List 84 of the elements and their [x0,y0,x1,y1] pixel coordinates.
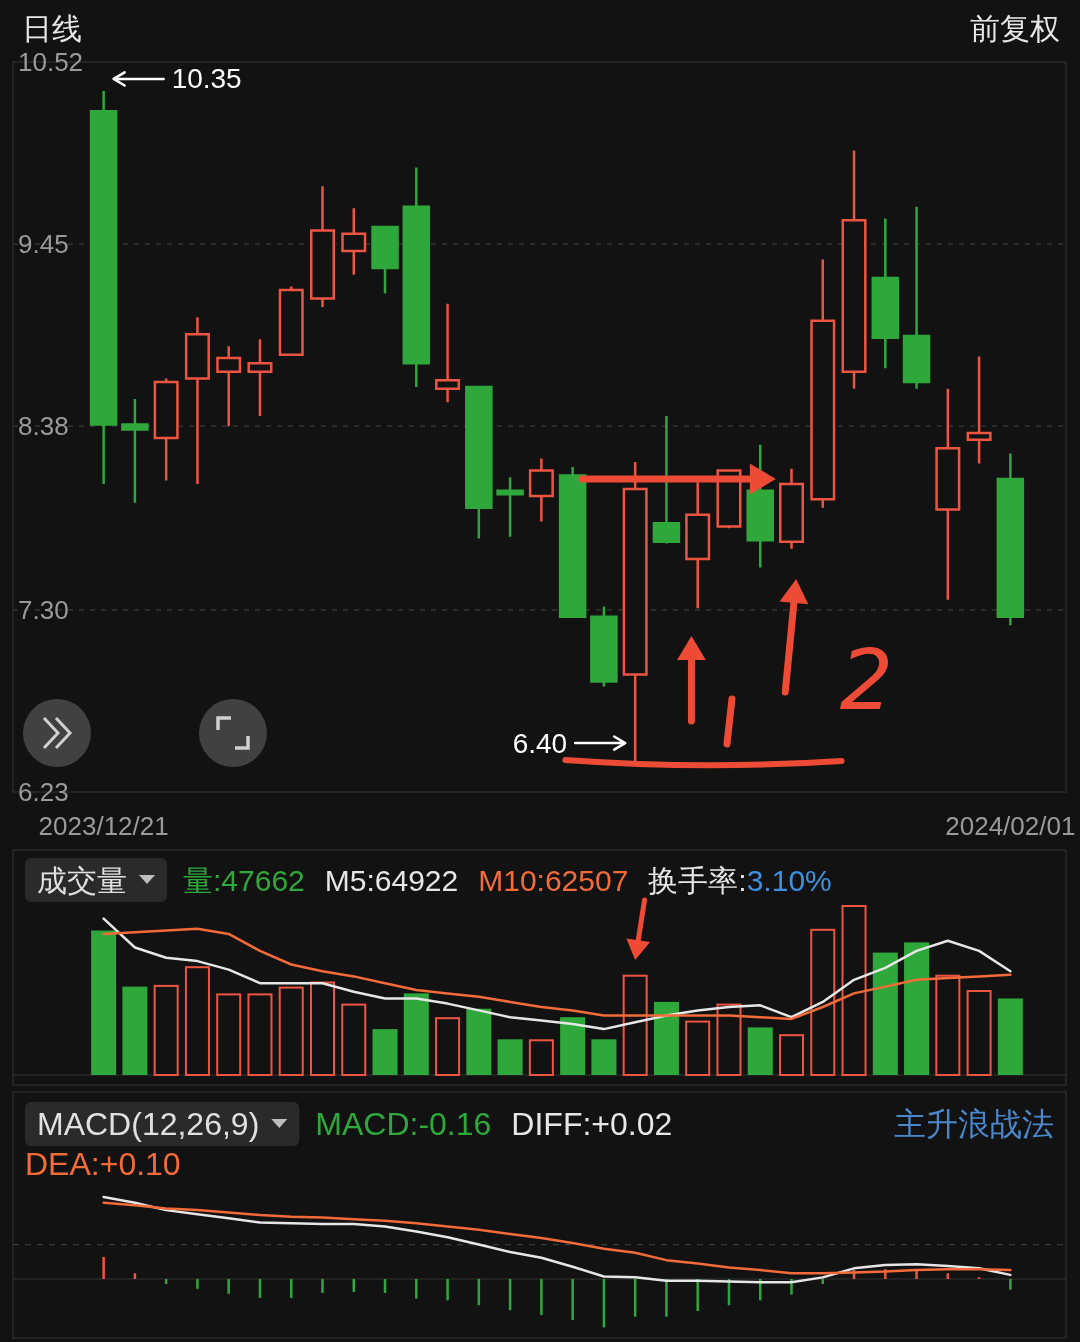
bar [153,984,179,1076]
bar [403,993,429,1075]
text: 成交量 [37,863,127,897]
bar [372,1029,398,1075]
bar [810,928,836,1076]
bar [571,1279,574,1320]
y-tick-label: 6.23 [18,777,69,807]
y-tick-label: 8.38 [18,411,69,442]
bar [91,930,117,1075]
bar [622,974,648,1076]
candlestick [935,387,961,601]
bar [540,1279,543,1316]
candlestick [371,225,399,295]
bar [247,993,273,1076]
text: 前复权 [970,11,1060,45]
bar [665,1279,668,1317]
bar [102,1256,105,1279]
bar [841,905,867,1076]
bar [1009,1279,1012,1290]
bar [122,986,148,1075]
text: 量:47662 [183,863,305,897]
bar [446,1279,449,1301]
bar [997,998,1023,1075]
candlestick [247,338,273,418]
x-tick-label: 2024/02/01 [945,811,1076,841]
bar [528,1039,554,1076]
candlestick [746,443,774,569]
bar [497,1039,523,1075]
bar [872,952,898,1075]
bar [716,1003,742,1076]
annotation: 2 [839,631,894,729]
text: 换手率:3.10% [648,863,832,897]
bar [966,990,992,1076]
candlestick [496,475,524,539]
candlestick [966,355,992,465]
candlestick [685,481,711,610]
chart-title: 日线 [22,11,82,45]
bar [196,1279,199,1289]
candlestick [778,467,805,550]
bar [227,1279,230,1294]
candlestick [341,207,367,276]
candlestick [184,315,210,486]
bar [935,974,961,1076]
bar [653,1001,679,1075]
bar [591,1039,617,1075]
bar [184,966,210,1076]
text: DIFF:+0.02 [511,1106,673,1142]
bar [321,1279,324,1293]
bar [309,981,336,1076]
candlestick [465,385,493,540]
bar [278,986,304,1076]
text: DEA:+0.10 [25,1146,181,1182]
candlestick [216,344,242,428]
text: M5:64922 [324,863,459,897]
bar [216,993,242,1076]
bar [435,1017,461,1076]
candlestick [528,457,554,523]
candlestick [590,605,618,688]
y-tick-label: 9.45 [18,229,69,260]
y-tick-label: 7.30 [18,594,69,625]
bar [466,1008,492,1075]
bar [341,1003,367,1076]
text: MACD(12,26,9) [37,1106,260,1142]
candlestick [841,149,867,390]
bar [560,1017,586,1075]
text: 主升浪战法 [894,1106,1054,1142]
text: M10:62507 [478,863,629,897]
annotation: 10.35 [171,63,242,95]
y-tick-label: 10.52 [18,47,84,77]
bar [696,1279,699,1311]
bar [747,1027,773,1075]
x-tick-label: 2023/12/21 [38,811,169,841]
candlestick [153,377,179,482]
bar [778,1034,805,1076]
bar [415,1279,418,1299]
bar [904,942,930,1075]
candlestick [278,285,304,356]
annotation: 6.40 [512,727,568,759]
candlestick [121,397,149,504]
candlestick [309,184,336,309]
text: MACD:-0.16 [315,1106,492,1142]
candlestick [810,258,836,510]
bar [685,1020,711,1076]
candlestick [435,302,461,404]
